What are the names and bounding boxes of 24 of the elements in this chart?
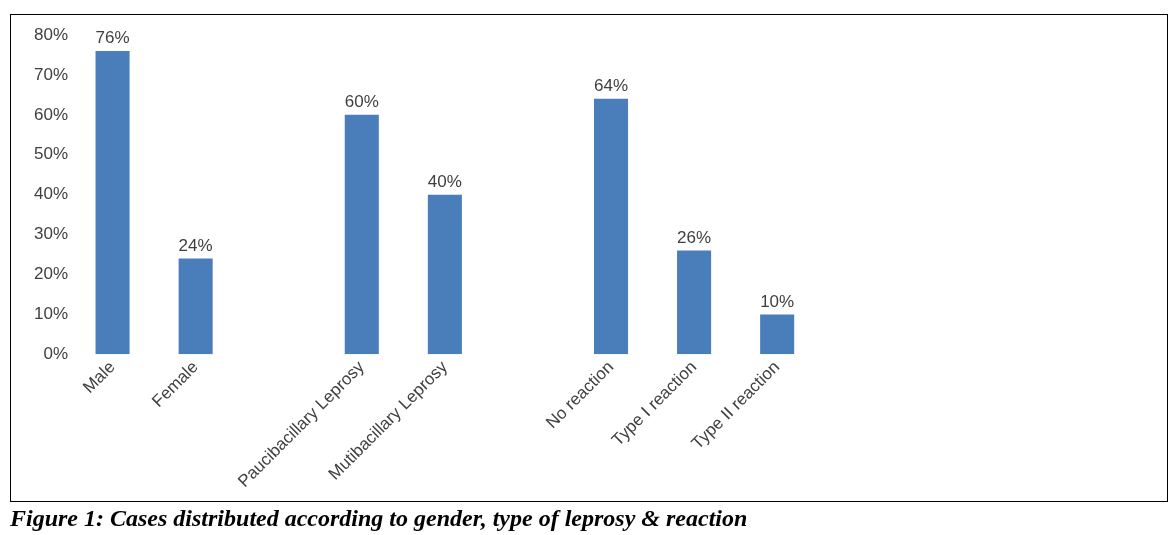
y-tick-label: 0% [43, 344, 69, 363]
y-tick-label: 10% [33, 304, 69, 324]
data-label: 64% [594, 76, 629, 96]
data-label: 26% [677, 227, 712, 247]
y-tick-label: 30% [33, 224, 69, 244]
y-tick-label: 60% [33, 104, 69, 124]
bar [95, 50, 130, 355]
y-tick-label: 70% [33, 64, 69, 84]
data-label: 40% [427, 171, 462, 191]
data-label: 10% [760, 291, 795, 311]
y-tick-label: 80% [33, 24, 69, 44]
bar [677, 250, 712, 355]
bar [178, 258, 213, 355]
text: Figure 1: Cases distributed according to gender, type of leprosy & reaction [10, 505, 748, 532]
bar [760, 314, 795, 355]
y-tick-label: 40% [33, 184, 69, 204]
bar [593, 98, 629, 355]
bar [427, 194, 462, 355]
data-label: 24% [178, 235, 213, 255]
y-tick-label: 50% [33, 144, 69, 164]
data-label: 76% [95, 28, 130, 48]
y-tick-label: 20% [33, 264, 69, 284]
bar [344, 114, 379, 355]
data-label: 60% [344, 92, 379, 112]
